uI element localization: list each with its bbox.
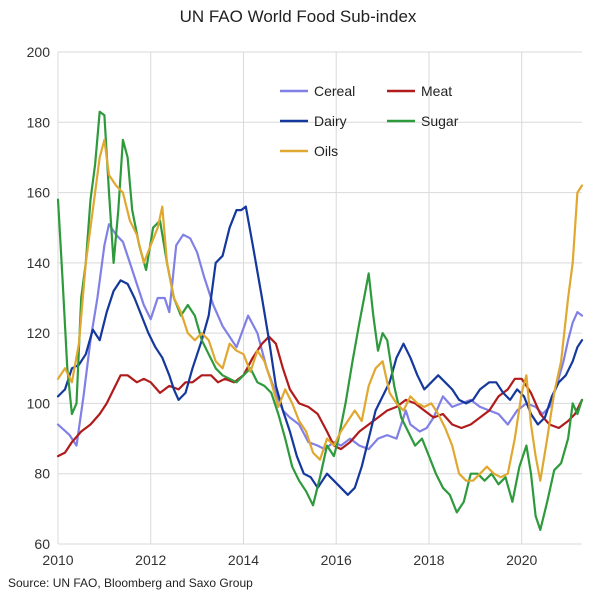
y-tick-label: 60 — [34, 536, 50, 552]
series-layer — [56, 110, 584, 531]
legend-label-cereal: Cereal — [314, 83, 355, 99]
legend: Cereal Meat Dairy Sugar Oils — [280, 83, 459, 159]
series-line-cereal — [56, 223, 584, 451]
series-line-oils — [56, 138, 584, 482]
x-tick-label: 2016 — [321, 552, 352, 568]
legend-label-oils: Oils — [314, 143, 338, 159]
y-tick-label: 200 — [27, 44, 51, 60]
y-tick-label: 180 — [27, 114, 51, 130]
y-tick-label: 160 — [27, 185, 51, 201]
y-tick-label: 80 — [34, 466, 50, 482]
legend-label-sugar: Sugar — [421, 113, 459, 129]
x-tick-label: 2014 — [228, 552, 259, 568]
series-line-sugar — [56, 110, 584, 531]
axes: 60 80 100 120 140 160 180 200 2010 2012 2014 2016 20… — [27, 44, 538, 568]
y-tick-label: 140 — [27, 255, 51, 271]
legend-label-dairy: Dairy — [314, 113, 347, 129]
series-line-meat — [56, 335, 584, 458]
x-tick-label: 2018 — [413, 552, 444, 568]
x-tick-label: 2020 — [506, 552, 537, 568]
x-tick-label: 2010 — [42, 552, 73, 568]
y-tick-label: 100 — [27, 395, 51, 411]
x-tick-label: 2012 — [135, 552, 166, 568]
series-line-dairy — [56, 205, 584, 496]
y-tick-label: 120 — [27, 325, 51, 341]
legend-label-meat: Meat — [421, 83, 452, 99]
chart-title: UN FAO World Food Sub-index — [180, 7, 417, 26]
source-note: Source: UN FAO, Bloomberg and Saxo Group — [8, 576, 253, 590]
